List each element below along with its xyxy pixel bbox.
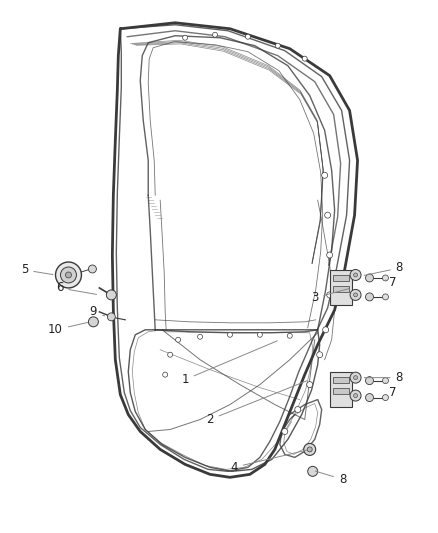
- Circle shape: [287, 333, 292, 338]
- Circle shape: [382, 394, 389, 401]
- Circle shape: [366, 377, 374, 385]
- Circle shape: [382, 275, 389, 281]
- Circle shape: [304, 443, 316, 455]
- Circle shape: [353, 273, 357, 277]
- Circle shape: [183, 35, 187, 40]
- Bar: [332, 377, 349, 383]
- Text: 8: 8: [364, 371, 403, 384]
- Circle shape: [295, 407, 301, 413]
- Bar: [330, 270, 352, 305]
- Circle shape: [323, 327, 328, 333]
- Circle shape: [366, 293, 374, 301]
- Circle shape: [327, 292, 332, 298]
- Circle shape: [327, 252, 332, 258]
- Circle shape: [308, 466, 318, 477]
- Text: 8: 8: [364, 262, 403, 276]
- Circle shape: [353, 376, 357, 379]
- Bar: [332, 387, 349, 393]
- Text: 7: 7: [385, 277, 396, 289]
- Text: 3: 3: [311, 289, 349, 304]
- Text: 8: 8: [315, 471, 346, 486]
- Circle shape: [350, 390, 361, 401]
- Circle shape: [162, 372, 168, 377]
- Circle shape: [282, 429, 288, 434]
- Circle shape: [325, 212, 331, 218]
- Circle shape: [353, 393, 357, 398]
- Circle shape: [366, 274, 374, 282]
- Circle shape: [302, 56, 307, 61]
- Bar: [332, 286, 349, 292]
- Circle shape: [176, 337, 180, 342]
- Bar: [330, 372, 352, 407]
- Text: 4: 4: [230, 450, 307, 474]
- Text: 7: 7: [385, 383, 396, 399]
- Circle shape: [307, 447, 312, 452]
- Circle shape: [258, 332, 262, 337]
- Circle shape: [66, 272, 71, 278]
- Bar: [332, 275, 349, 281]
- Circle shape: [307, 382, 313, 387]
- Circle shape: [245, 34, 251, 39]
- Text: 5: 5: [21, 263, 53, 277]
- Circle shape: [106, 290, 117, 300]
- Text: 6: 6: [56, 281, 97, 294]
- Text: 2: 2: [206, 381, 307, 426]
- Circle shape: [382, 294, 389, 300]
- Circle shape: [107, 313, 115, 321]
- Circle shape: [168, 352, 173, 357]
- Circle shape: [60, 267, 77, 283]
- Circle shape: [317, 352, 323, 358]
- Circle shape: [321, 172, 328, 178]
- Circle shape: [350, 289, 361, 301]
- Circle shape: [198, 334, 202, 340]
- Text: 9: 9: [90, 305, 105, 318]
- Text: 1: 1: [181, 341, 277, 386]
- Circle shape: [56, 262, 81, 288]
- Circle shape: [88, 317, 99, 327]
- Circle shape: [382, 378, 389, 384]
- Circle shape: [350, 270, 361, 280]
- Circle shape: [350, 372, 361, 383]
- Circle shape: [88, 265, 96, 273]
- Text: 10: 10: [48, 322, 88, 336]
- Circle shape: [212, 32, 218, 37]
- Circle shape: [353, 293, 357, 297]
- Circle shape: [227, 332, 233, 337]
- Circle shape: [366, 393, 374, 401]
- Circle shape: [276, 43, 280, 48]
